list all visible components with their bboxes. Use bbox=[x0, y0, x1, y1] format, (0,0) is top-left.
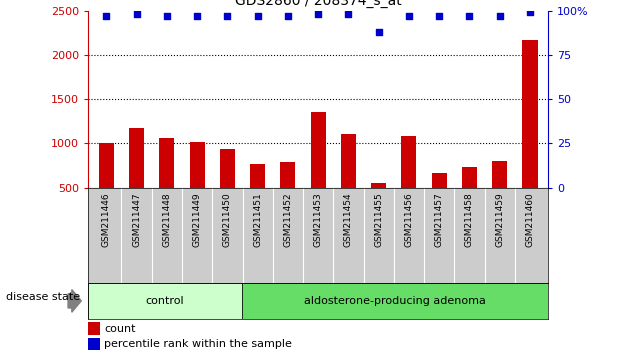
Text: GSM211448: GSM211448 bbox=[163, 193, 171, 247]
Text: GSM211450: GSM211450 bbox=[223, 193, 232, 247]
Text: GSM211451: GSM211451 bbox=[253, 193, 262, 247]
Bar bbox=[129, 128, 144, 232]
Text: percentile rank within the sample: percentile rank within the sample bbox=[105, 339, 292, 349]
Bar bbox=[159, 138, 175, 232]
Bar bbox=[462, 167, 477, 232]
Bar bbox=[401, 136, 416, 232]
Bar bbox=[371, 183, 386, 232]
Text: GSM211452: GSM211452 bbox=[284, 193, 292, 247]
Point bbox=[192, 13, 202, 19]
Bar bbox=[241, 283, 548, 319]
Text: GSM211460: GSM211460 bbox=[525, 193, 534, 247]
Text: GSM211457: GSM211457 bbox=[435, 193, 444, 247]
Text: control: control bbox=[146, 296, 184, 306]
Bar bbox=[99, 143, 114, 232]
Point bbox=[464, 13, 474, 19]
Text: aldosterone-producing adenoma: aldosterone-producing adenoma bbox=[304, 296, 486, 306]
Point bbox=[434, 13, 444, 19]
Text: GSM211453: GSM211453 bbox=[314, 193, 323, 247]
Text: GSM211455: GSM211455 bbox=[374, 193, 383, 247]
Bar bbox=[341, 133, 356, 232]
FancyArrow shape bbox=[68, 290, 81, 312]
Point bbox=[495, 13, 505, 19]
Text: GSM211454: GSM211454 bbox=[344, 193, 353, 247]
Text: GSM211449: GSM211449 bbox=[193, 193, 202, 247]
Bar bbox=[311, 112, 326, 232]
Text: GSM211459: GSM211459 bbox=[495, 193, 504, 247]
Bar bbox=[492, 161, 507, 232]
Bar bbox=[190, 143, 205, 232]
Text: GSM211447: GSM211447 bbox=[132, 193, 141, 247]
Point bbox=[101, 13, 112, 19]
Point bbox=[313, 11, 323, 17]
Point bbox=[222, 13, 232, 19]
Point bbox=[253, 13, 263, 19]
Bar bbox=[432, 173, 447, 232]
Point bbox=[283, 13, 293, 19]
Point bbox=[343, 11, 353, 17]
Bar bbox=[250, 164, 265, 232]
Bar bbox=[88, 338, 100, 350]
Bar bbox=[88, 322, 100, 335]
Point bbox=[162, 13, 172, 19]
Point bbox=[374, 29, 384, 35]
Title: GDS2860 / 208374_s_at: GDS2860 / 208374_s_at bbox=[235, 0, 401, 8]
Text: GSM211458: GSM211458 bbox=[465, 193, 474, 247]
Bar bbox=[88, 283, 241, 319]
Bar bbox=[220, 149, 235, 232]
Text: count: count bbox=[105, 324, 136, 333]
Bar bbox=[280, 162, 295, 232]
Bar bbox=[522, 40, 537, 232]
Point bbox=[132, 11, 142, 17]
Text: disease state: disease state bbox=[6, 292, 81, 302]
Point bbox=[525, 10, 535, 15]
Text: GSM211456: GSM211456 bbox=[404, 193, 413, 247]
Text: GSM211446: GSM211446 bbox=[102, 193, 111, 247]
Point bbox=[404, 13, 414, 19]
